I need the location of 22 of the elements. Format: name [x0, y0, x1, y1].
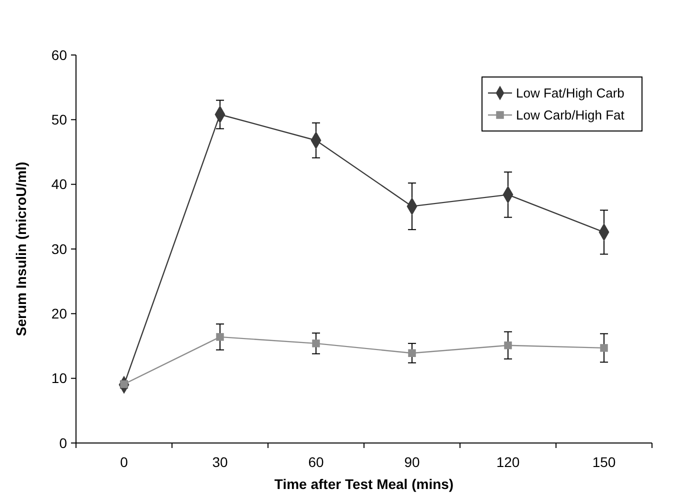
x-tick-label: 150 — [592, 454, 616, 470]
x-tick-label: 0 — [120, 454, 128, 470]
y-tick-label: 30 — [51, 240, 68, 257]
legend-label: Low Fat/High Carb — [516, 86, 624, 101]
y-tick-label: 40 — [51, 176, 68, 192]
y-tick-label: 50 — [51, 112, 68, 128]
x-tick-label: 30 — [212, 454, 228, 470]
x-tick-label: 90 — [404, 454, 420, 470]
point — [408, 349, 416, 357]
point — [312, 340, 320, 348]
x-axis-title: Time after Test Meal (mins) — [274, 476, 454, 492]
point — [216, 333, 224, 341]
legend-label: Low Carb/High Fat — [516, 108, 625, 123]
y-tick-label: 20 — [51, 306, 68, 322]
point — [600, 344, 608, 352]
y-axis-title: Serum Insulin (microU/ml) — [13, 162, 29, 336]
y-tick-label: 60 — [51, 46, 68, 63]
x-tick-label: 120 — [496, 454, 520, 470]
x-tick-label: 60 — [308, 454, 324, 470]
y-tick-label: 10 — [51, 370, 68, 386]
point — [504, 341, 512, 350]
y-tick-label: 0 — [59, 434, 68, 451]
